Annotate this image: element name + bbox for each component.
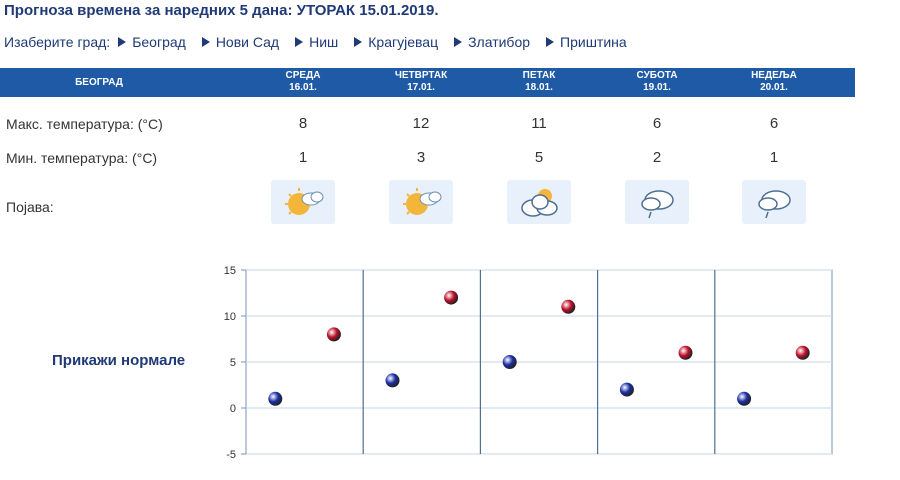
city-link-zlatibor[interactable]: Златибор bbox=[454, 34, 530, 50]
page-title: Прогноза времена за наредних 5 дана: УТО… bbox=[4, 2, 439, 19]
y-tick-label: 10 bbox=[224, 311, 236, 323]
max-temp-value: 6 bbox=[769, 115, 779, 132]
y-tick-label: 0 bbox=[230, 403, 236, 415]
data-point bbox=[385, 373, 400, 388]
arrow-right-icon bbox=[118, 37, 127, 47]
data-point bbox=[268, 391, 283, 406]
show-normals-link[interactable]: Прикажи нормале bbox=[52, 352, 186, 369]
arrow-right-icon bbox=[546, 37, 555, 47]
data-point bbox=[326, 327, 341, 342]
sun-cloud-icon bbox=[271, 180, 335, 224]
data-point bbox=[737, 391, 752, 406]
data-point bbox=[561, 299, 576, 314]
data-point bbox=[619, 382, 634, 397]
temperature-chart: 15 10 5 0 -5 bbox=[224, 265, 833, 461]
data-point bbox=[502, 355, 517, 369]
min-temp-value: 1 bbox=[769, 149, 779, 166]
cloudy-icon bbox=[507, 180, 571, 224]
max-temp-value: 8 bbox=[298, 115, 308, 132]
max-temp-value: 12 bbox=[412, 115, 430, 132]
y-tick-label: 5 bbox=[230, 357, 236, 369]
data-point bbox=[444, 290, 459, 305]
city-link-nis[interactable]: Ниш bbox=[295, 34, 338, 50]
city-link-kragujevac[interactable]: Крагујевац bbox=[354, 34, 438, 50]
city-link-novi-sad[interactable]: Нови Сад bbox=[201, 34, 279, 50]
data-point bbox=[678, 345, 693, 360]
city-selector: Изаберите град: Београд Нови Сад Ниш Кра… bbox=[4, 34, 643, 50]
arrow-right-icon bbox=[454, 37, 463, 47]
data-point bbox=[795, 345, 810, 360]
city-link-beograd[interactable]: Београд bbox=[118, 34, 186, 50]
forecast-table-header: БЕОГРАД СРЕДА 16.01. ЧЕТВРТАК 17.01. ПЕТАК… bbox=[0, 68, 855, 97]
arrow-right-icon bbox=[354, 37, 363, 47]
max-temp-value: 6 bbox=[652, 115, 662, 132]
city-link-pristina[interactable]: Приштина bbox=[546, 34, 627, 50]
arrow-right-icon bbox=[295, 37, 304, 47]
day-header: НЕДЕЉА 20.01. bbox=[751, 70, 797, 93]
rain-cloud-icon bbox=[742, 180, 806, 224]
sun-cloud-icon bbox=[389, 180, 453, 224]
arrow-right-icon bbox=[201, 37, 210, 47]
min-temp-value: 5 bbox=[534, 149, 544, 166]
max-temp-value: 11 bbox=[531, 115, 547, 132]
min-temp-value: 1 bbox=[298, 149, 308, 166]
min-temp-label: Мин. температура: (°C) bbox=[6, 150, 158, 166]
day-header: СУБОТА 19.01. bbox=[636, 70, 678, 93]
y-tick-label: 15 bbox=[224, 265, 236, 277]
table-city-name: БЕОГРАД bbox=[75, 77, 123, 88]
y-tick-label: -5 bbox=[226, 449, 236, 461]
min-temp-value: 3 bbox=[416, 149, 426, 166]
day-header: ЧЕТВРТАК 17.01. bbox=[394, 70, 448, 93]
min-temp-value: 2 bbox=[652, 149, 662, 166]
city-selector-label: Изаберите град: bbox=[4, 34, 111, 50]
phenomenon-label: Појава: bbox=[6, 199, 54, 215]
day-header: ПЕТАК 18.01. bbox=[522, 70, 556, 93]
rain-cloud-icon bbox=[625, 180, 689, 224]
max-temp-label: Макс. температура: (°C) bbox=[6, 116, 163, 132]
day-header: СРЕДА 16.01. bbox=[285, 70, 321, 93]
